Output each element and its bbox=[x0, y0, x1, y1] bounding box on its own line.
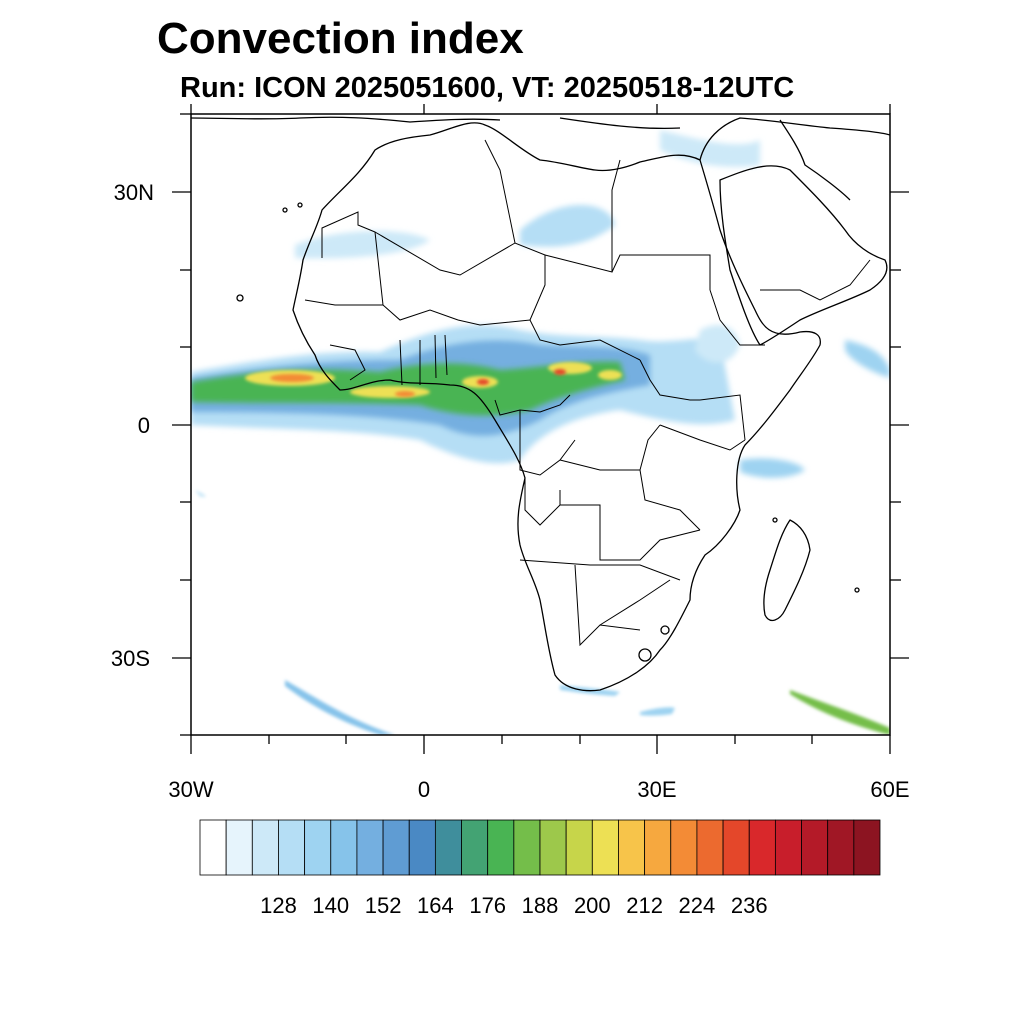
colorbar-cell bbox=[408, 819, 436, 876]
colorbar-tick-label: 140 bbox=[312, 893, 349, 918]
colorbar-cell bbox=[330, 819, 358, 876]
colorbar-cell bbox=[722, 819, 750, 876]
colorbar-cell bbox=[670, 819, 698, 876]
colorbar-cell bbox=[199, 819, 227, 876]
colorbar-cell bbox=[748, 819, 776, 876]
lon-label-0: 0 bbox=[418, 777, 430, 802]
country-borders bbox=[304, 139, 871, 647]
colorbar-labels: 128 140 152 164 176 188 200 212 224 236 bbox=[260, 893, 767, 918]
colorbar-cell bbox=[461, 819, 489, 876]
convection-field bbox=[191, 130, 890, 735]
colorbar-cell bbox=[304, 819, 332, 876]
colorbar-cell bbox=[225, 819, 253, 876]
colorbar-tick-label: 152 bbox=[365, 893, 402, 918]
colorbar-tick-label: 200 bbox=[574, 893, 611, 918]
colorbar-cell bbox=[513, 819, 541, 876]
colorbar-cell bbox=[644, 819, 672, 876]
colorbar-cell bbox=[356, 819, 384, 876]
colorbar-cell bbox=[774, 819, 802, 876]
map-subtitle: Run: ICON 2025051600, VT: 20250518-12UTC bbox=[180, 72, 795, 104]
colorbar-tick-label: 128 bbox=[260, 893, 297, 918]
colorbar-cell bbox=[853, 819, 881, 876]
coastlines bbox=[191, 116, 890, 692]
lon-label-60e: 60E bbox=[870, 777, 909, 802]
lat-ticks bbox=[172, 113, 909, 736]
colorbar-cell bbox=[618, 819, 646, 876]
colorbar-cell bbox=[801, 819, 829, 876]
lon-label-30w: 30W bbox=[168, 777, 213, 802]
colorbar-cell bbox=[278, 819, 306, 876]
lat-label-0: 0 bbox=[138, 413, 150, 438]
lon-label-30e: 30E bbox=[637, 777, 676, 802]
colorbar-tick-label: 176 bbox=[469, 893, 506, 918]
colorbar-tick-label: 164 bbox=[417, 893, 454, 918]
colorbar-cell bbox=[434, 819, 462, 876]
colorbar-cell bbox=[539, 819, 567, 876]
colorbar-tick-label: 236 bbox=[731, 893, 768, 918]
colorbar-cell bbox=[382, 819, 410, 876]
map-title: Convection index bbox=[157, 14, 524, 63]
lon-ticks bbox=[190, 104, 891, 754]
colorbar bbox=[199, 819, 881, 876]
lat-label-30n: 30N bbox=[114, 180, 154, 205]
colorbar-cell bbox=[565, 819, 593, 876]
colorbar-tick-label: 224 bbox=[679, 893, 716, 918]
colorbar-cell bbox=[251, 819, 279, 876]
colorbar-cell bbox=[696, 819, 724, 876]
colorbar-cell bbox=[591, 819, 619, 876]
colorbar-cell bbox=[827, 819, 855, 876]
colorbar-tick-label: 188 bbox=[522, 893, 559, 918]
colorbar-cell bbox=[487, 819, 515, 876]
lat-label-30s: 30S bbox=[111, 646, 150, 671]
colorbar-tick-label: 212 bbox=[626, 893, 663, 918]
